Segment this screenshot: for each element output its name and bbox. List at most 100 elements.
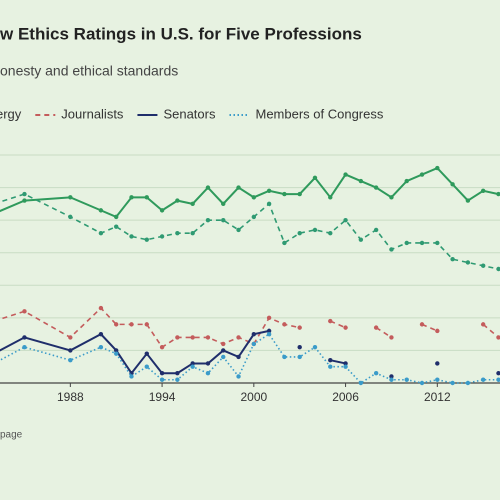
data-point [205,371,211,376]
data-point [114,214,119,220]
data-point [389,247,394,252]
data-point [205,217,211,223]
footer: page [0,430,23,441]
data-point [496,377,500,382]
data-point [312,227,318,233]
data-point [159,344,165,350]
data-point [328,358,333,363]
data-point [159,208,165,213]
x-tick-label: 2000 [240,390,267,404]
data-point [251,341,257,347]
series-line [482,323,499,339]
data-point [389,377,394,382]
data-point [22,191,27,197]
legend-label: Senators [163,106,216,121]
data-point [282,354,287,360]
data-point [373,325,379,330]
data-point [175,230,180,236]
data-point [297,191,302,197]
data-point [266,188,272,194]
data-point [297,354,302,360]
data-point [175,335,180,340]
data-point [98,208,104,213]
data-point [480,377,486,382]
data-point [190,230,195,236]
data-point [435,165,440,171]
data-point [98,230,104,236]
data-point [144,237,149,242]
legend-label: ergy [0,106,22,121]
data-point [68,358,73,363]
data-point [22,198,27,203]
data-point [236,374,241,379]
data-point [266,331,272,337]
series-line [329,320,346,329]
data-point [129,322,134,327]
data-point [144,195,149,200]
data-point [129,195,134,200]
data-point [373,227,379,233]
data-point [419,172,425,177]
legend-label: Journalists [61,106,124,121]
data-point [343,325,348,330]
data-point [358,178,364,184]
data-point [435,328,440,334]
data-point [114,351,119,356]
data-point [496,335,500,340]
data-point [282,191,287,197]
data-point [221,341,226,347]
data-point [251,214,257,220]
data-point [159,371,165,376]
data-point [389,195,394,200]
data-point [159,234,165,239]
data-point [251,195,257,200]
data-point [98,344,104,350]
data-point [114,322,119,327]
x-tick-label: 2006 [332,390,359,404]
data-point [404,240,409,246]
data-point [205,361,211,366]
data-point [175,371,180,376]
data-point [190,364,195,369]
data-point [480,188,486,194]
data-point [266,201,272,207]
data-point [251,331,257,337]
data-point [98,331,104,337]
series-line [0,166,499,219]
data-point [358,237,364,242]
series-line [421,323,438,332]
data-point [68,335,73,340]
data-point [68,214,73,220]
legend-label: Members of Congress [255,106,383,121]
data-point [22,335,27,340]
data-point [328,230,333,236]
data-point [282,322,287,327]
data-point [129,374,134,379]
data-point [450,257,455,262]
data-point [144,351,149,356]
data-point [312,344,318,350]
data-point [190,335,195,340]
data-point [389,374,394,379]
x-tick-label: 2012 [424,390,451,404]
data-point [297,230,302,236]
data-point [373,371,379,376]
data-point [389,335,394,340]
data-point [480,322,486,327]
data-point [419,380,425,386]
data-point [373,185,379,190]
data-point [114,224,119,229]
data-point [129,234,134,239]
x-tick-label: 1994 [149,390,176,404]
data-point [328,318,333,324]
data-point [236,185,241,190]
data-point [496,266,500,272]
data-point [266,315,272,321]
data-point [221,348,226,353]
data-point [221,217,226,223]
data-point [205,185,211,190]
data-point [236,335,241,340]
data-point [22,344,27,350]
